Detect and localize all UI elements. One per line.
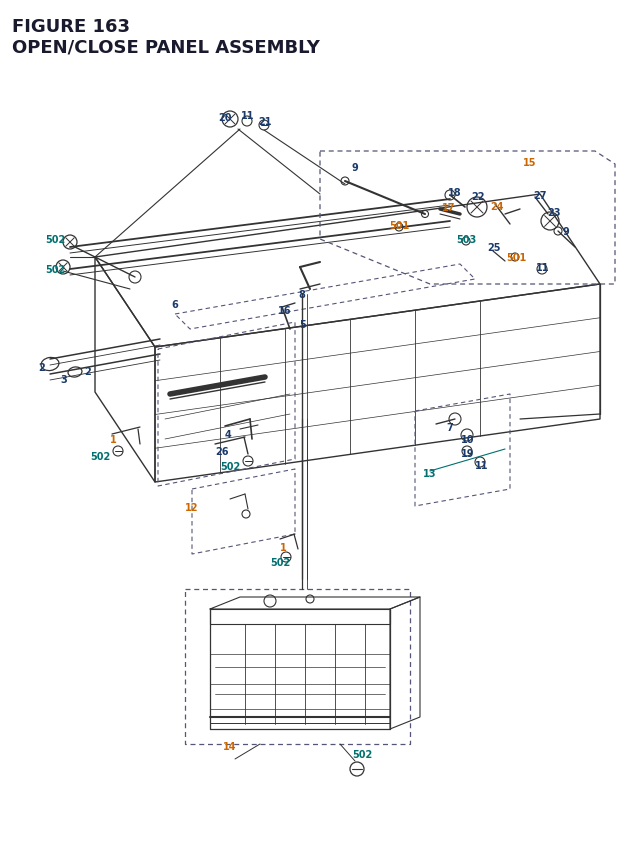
Text: 2: 2 [84,367,92,376]
Text: 502: 502 [220,461,240,472]
Text: 26: 26 [215,447,228,456]
Text: 13: 13 [423,468,436,479]
Text: 11: 11 [536,263,550,273]
Text: 20: 20 [218,113,232,123]
Text: 503: 503 [456,235,476,245]
Text: 27: 27 [533,191,547,201]
Text: 21: 21 [259,117,272,127]
Text: OPEN/CLOSE PANEL ASSEMBLY: OPEN/CLOSE PANEL ASSEMBLY [12,38,320,56]
Text: 23: 23 [547,208,561,218]
Text: 12: 12 [185,503,199,512]
Text: 502: 502 [45,264,65,275]
Text: 18: 18 [448,188,462,198]
Text: 502: 502 [45,235,65,245]
Text: 501: 501 [506,253,526,263]
Text: 1: 1 [109,435,116,444]
Text: 19: 19 [461,449,475,458]
Text: 2: 2 [38,362,45,373]
Text: 502: 502 [90,451,110,461]
Text: 15: 15 [524,158,537,168]
Text: 5: 5 [300,319,307,330]
Text: 8: 8 [299,289,305,300]
Text: 11: 11 [241,111,255,121]
Text: 14: 14 [223,741,237,751]
Text: 3: 3 [61,375,67,385]
Text: FIGURE 163: FIGURE 163 [12,18,130,36]
Text: 10: 10 [461,435,475,444]
Text: 501: 501 [389,220,409,231]
Text: 24: 24 [490,201,504,212]
Text: 16: 16 [278,306,292,316]
Text: 502: 502 [352,749,372,759]
Text: 4: 4 [225,430,232,439]
Text: 17: 17 [442,202,456,213]
Text: 25: 25 [487,243,500,253]
Text: 11: 11 [476,461,489,470]
Text: 6: 6 [172,300,179,310]
Text: 9: 9 [351,163,358,173]
Text: 1: 1 [280,542,286,553]
Text: 9: 9 [563,226,570,237]
Text: 7: 7 [447,423,453,432]
Text: 22: 22 [471,192,484,201]
Text: 502: 502 [270,557,290,567]
